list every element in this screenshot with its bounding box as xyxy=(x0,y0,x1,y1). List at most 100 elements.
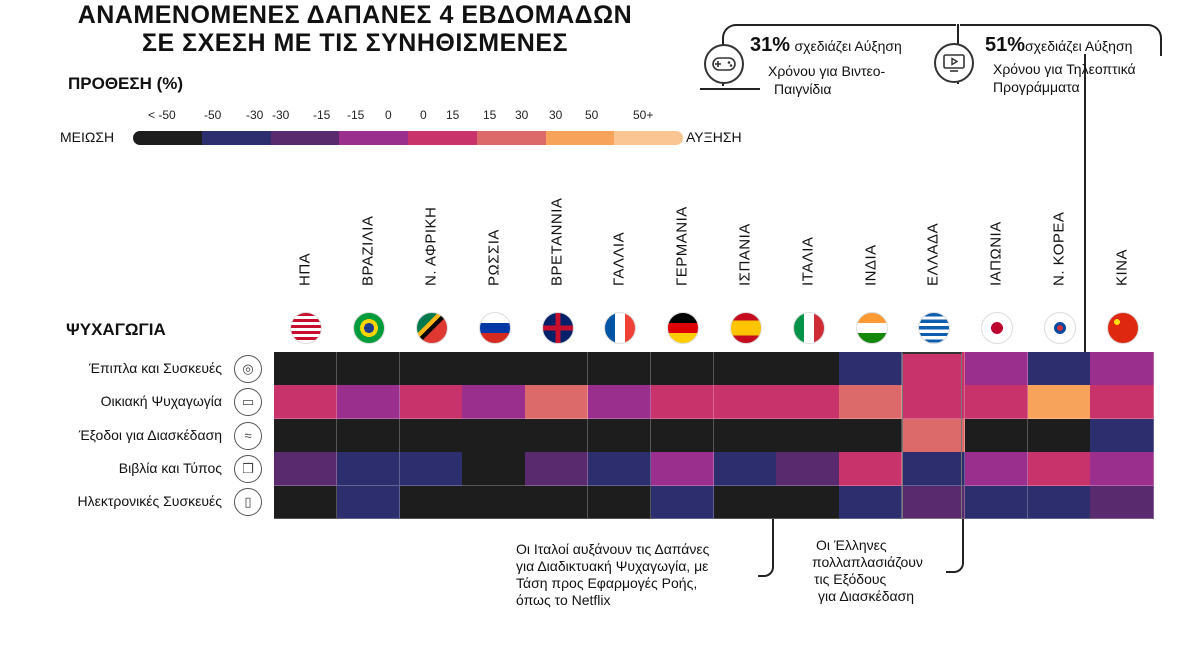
heatmap-cell xyxy=(588,485,652,520)
heatmap-cell xyxy=(462,352,526,386)
greece-note-bracket xyxy=(946,519,964,573)
south-korea-flag-icon xyxy=(1044,312,1076,344)
legend-bin-5 xyxy=(476,131,546,145)
heatmap-cell xyxy=(274,485,338,520)
legend-tick-label: 30 xyxy=(515,108,529,122)
country-label: ΙΤΑΛΙΑ xyxy=(799,236,817,286)
stat-1-underline xyxy=(700,70,760,90)
country-label: ΓΕΡΜΑΝΙΑ xyxy=(673,206,691,286)
heatmap-cell xyxy=(588,385,652,420)
heatmap-title: ΨΥΧΑΓΩΓΙΑ xyxy=(66,320,166,339)
legend-tick-label: 15 xyxy=(446,108,460,122)
legend-bin-6 xyxy=(545,131,615,145)
heatmap-cell xyxy=(399,452,463,487)
italy-note-line-3: Τάση προς Εφαρμογές Ροής, xyxy=(516,575,698,591)
heatmap-cell xyxy=(462,485,526,520)
country-label: ΒΡΑΖΙΛΙΑ xyxy=(359,215,377,286)
heatmap-cell xyxy=(713,418,777,453)
stat-2-headline: 51%σχεδιάζει Αύξηση xyxy=(985,34,1132,57)
germany-flag-icon xyxy=(667,312,700,344)
country-label-container: ΙΣΠΑΝΙΑ xyxy=(725,113,765,303)
legend-right-end: ΑΥΞΗΣΗ xyxy=(686,129,742,145)
italy-note-line-2: για Διαδικτυακή Ψυχαγωγία, με xyxy=(516,558,709,574)
heatmap-cell xyxy=(274,418,338,453)
heatmap-cell xyxy=(1090,352,1154,386)
heatmap-cell xyxy=(776,418,840,453)
stat-1-text2: Χρόνου για Βιντεο- xyxy=(768,63,886,79)
heatmap-cell xyxy=(839,485,903,520)
heatmap-cell xyxy=(336,385,401,420)
legend-tick-label: 50+ xyxy=(633,108,654,122)
chart-title-line-1: ΑΝΑΜΕΝΟΜΕΝΕΣ ΔΑΠΑΝΕΣ 4 ΕΒΔΟΜΑΔΩΝ xyxy=(77,1,633,29)
heatmap-cell xyxy=(713,452,777,487)
category-label: Βιβλία και Τύπος xyxy=(118,459,222,476)
italy-flag-icon xyxy=(792,312,825,344)
legend-bin-7 xyxy=(614,131,683,145)
category-label: Έπιπλα και Συσκευές xyxy=(89,359,222,376)
france-flag-icon xyxy=(604,312,637,344)
stat-2-text2: Χρόνου για Τηλεοπτικά xyxy=(993,61,1136,77)
heatmap-cell xyxy=(1027,418,1091,453)
heatmap-cell xyxy=(902,452,966,487)
heatmap-cell xyxy=(399,418,463,453)
greece-note-line-3: τις Εξόδους xyxy=(814,571,887,587)
country-label-container: Ν. ΚΟΡΕΑ xyxy=(1039,113,1079,303)
heatmap-cell xyxy=(713,352,777,386)
heatmap-cell xyxy=(776,352,840,386)
heatmap-cell xyxy=(399,485,463,520)
stat-2-text3: Προγράμματα xyxy=(993,79,1080,95)
legend-bin-2 xyxy=(270,131,340,145)
stat-1-text1: σχεδιάζει Αύξηση xyxy=(794,38,902,54)
legend-tick-label: -15 xyxy=(313,108,331,122)
heatmap-cell xyxy=(462,385,526,420)
category-label: Ηλεκτρονικές Συσκευές xyxy=(77,493,222,510)
heatmap-cell xyxy=(1090,452,1154,487)
heatmap-cell xyxy=(462,452,526,487)
heatmap-cell xyxy=(902,418,966,453)
country-label-container: ΒΡΑΖΙΛΙΑ xyxy=(348,113,388,303)
heatmap-cell xyxy=(525,352,589,386)
south-africa-flag-icon xyxy=(416,312,448,344)
stat-1-headline: 31% σχεδιάζει Αύξηση xyxy=(750,34,902,57)
chart-title-line-2: ΣΕ ΣΧΕΣΗ ΜΕ ΤΙΣ ΣΥΝΗΘΙΣΜΕΝΕΣ xyxy=(142,29,568,57)
country-label-container: ΡΩΣΣΙΑ xyxy=(474,113,514,303)
country-label: ΡΩΣΣΙΑ xyxy=(485,229,503,286)
heatmap-cell xyxy=(399,385,463,420)
country-label-container: ΙΝΔΙΑ xyxy=(851,113,891,303)
legend-left-end: ΜΕΙΩΣΗ xyxy=(60,129,115,145)
uk-flag-icon xyxy=(541,312,574,344)
heatmap-cell xyxy=(964,352,1029,386)
heatmap-cell xyxy=(964,452,1029,487)
heatmap-cell xyxy=(776,452,840,487)
stat-2-text1: σχεδιάζει Αύξηση xyxy=(1025,38,1133,54)
heatmap-cell xyxy=(274,352,338,386)
country-label-container: ΓΕΡΜΑΝΙΑ xyxy=(662,113,702,303)
us-flag-icon xyxy=(290,312,323,344)
heatmap-cell xyxy=(964,485,1029,520)
category-label: Οικιακή Ψυχαγωγία xyxy=(100,393,222,410)
heatmap-cell xyxy=(1027,352,1091,386)
country-label: ΙΑΠΩΝΙΑ xyxy=(987,221,1005,286)
country-label: ΓΑΛΛΙΑ xyxy=(610,231,628,286)
legend-color-bar xyxy=(133,131,683,145)
legend-bin-4 xyxy=(408,131,477,145)
heatmap-cell xyxy=(274,385,338,420)
brazil-flag-icon xyxy=(353,312,386,344)
heatmap-cell xyxy=(1027,385,1091,420)
heatmap-cell xyxy=(336,485,401,520)
tv-icon: ▭ xyxy=(234,388,262,417)
heatmap-cell xyxy=(964,418,1029,453)
legend-bin-1 xyxy=(201,131,271,145)
legend-tick-label: -30 xyxy=(272,108,290,122)
heatmap-cell xyxy=(1027,485,1091,520)
italy-note-line-4: όπως το Netflix xyxy=(516,592,611,608)
heatmap-cell xyxy=(274,452,338,487)
stat-2-leader-line xyxy=(1084,54,1086,354)
country-label: ΙΣΠΑΝΙΑ xyxy=(736,223,754,286)
heatmap-cell xyxy=(588,418,652,453)
heatmap-cell xyxy=(462,418,526,453)
heatmap-cell xyxy=(399,352,463,386)
country-label-container: ΙΑΠΩΝΙΑ xyxy=(976,113,1016,303)
category-label: Έξοδοι για Διασκέδαση xyxy=(78,426,222,443)
legend-title: ΠΡΟΘΕΣΗ (%) xyxy=(68,74,184,93)
